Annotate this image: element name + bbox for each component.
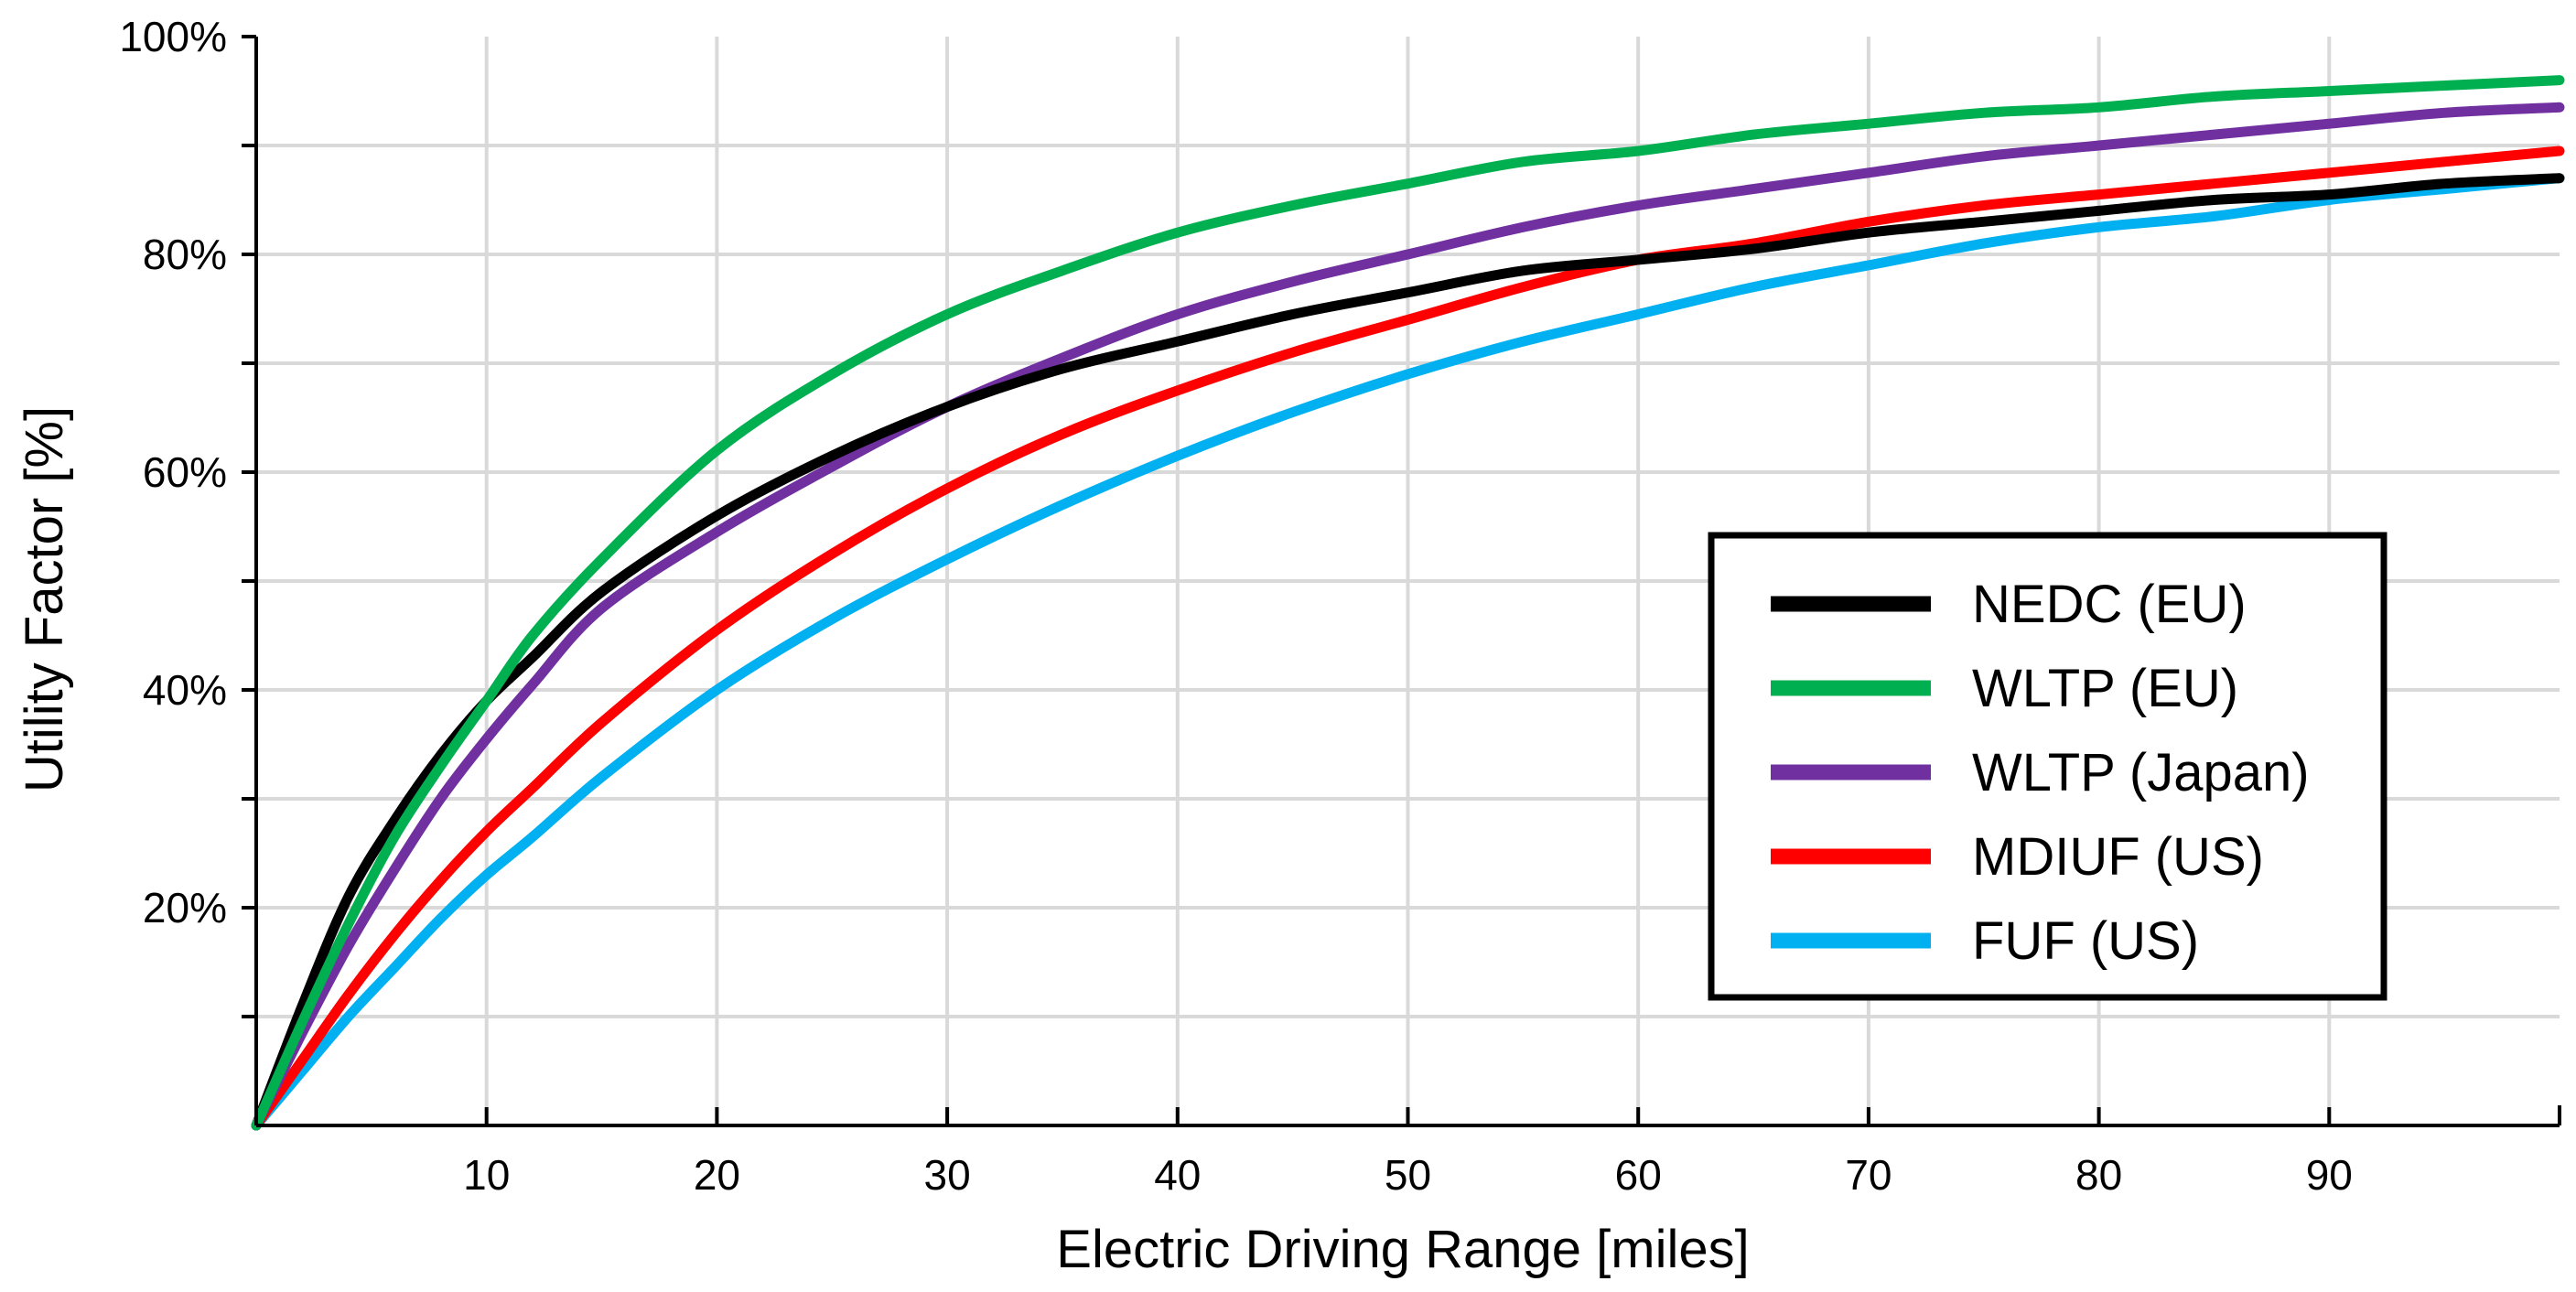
x-tick-label: 60	[1615, 1151, 1662, 1199]
legend-label-wltp-japan: WLTP (Japan)	[1972, 743, 2310, 802]
series-lines	[251, 75, 2565, 1131]
x-axis-label: Electric Driving Range [miles]	[1056, 1220, 1749, 1279]
series-line-nedc-eu	[251, 173, 2565, 1131]
y-tick-label: 40%	[143, 666, 227, 714]
x-tick-label: 10	[463, 1151, 510, 1199]
axes	[242, 35, 2561, 1127]
series-line-fuf-us	[251, 173, 2565, 1131]
legend-label-wltp-eu: WLTP (EU)	[1972, 659, 2238, 718]
y-axis-label: Utility Factor [%]	[15, 406, 74, 792]
tick-labels: 10 20 30 40 50 60 70 80 90 20% 40% 60% 80% 100%	[119, 13, 2353, 1199]
series-line-mdiuf-us	[251, 145, 2565, 1131]
y-tick-label: 60%	[143, 448, 227, 496]
legend-label-fuf-us: FUF (US)	[1972, 911, 2199, 971]
series-line-wltp-japan	[251, 102, 2565, 1131]
y-tick-label: 80%	[143, 231, 227, 278]
x-tick-label: 90	[2306, 1151, 2353, 1199]
legend-label-mdiuf-us: MDIUF (US)	[1972, 827, 2264, 887]
y-tick-label: 100%	[119, 13, 227, 60]
x-tick-label: 20	[694, 1151, 740, 1199]
x-tick-label: 40	[1154, 1151, 1201, 1199]
x-tick-label: 50	[1385, 1151, 1431, 1199]
x-tick-label: 70	[1845, 1151, 1892, 1199]
x-tick-label: 30	[924, 1151, 971, 1199]
series-line-wltp-eu	[251, 75, 2565, 1131]
y-tick-label: 20%	[143, 884, 227, 931]
legend: NEDC (EU) WLTP (EU) WLTP (Japan) MDIUF (US)…	[1708, 532, 2387, 1001]
legend-label-nedc-eu: NEDC (EU)	[1972, 575, 2247, 634]
x-tick-label: 80	[2075, 1151, 2122, 1199]
